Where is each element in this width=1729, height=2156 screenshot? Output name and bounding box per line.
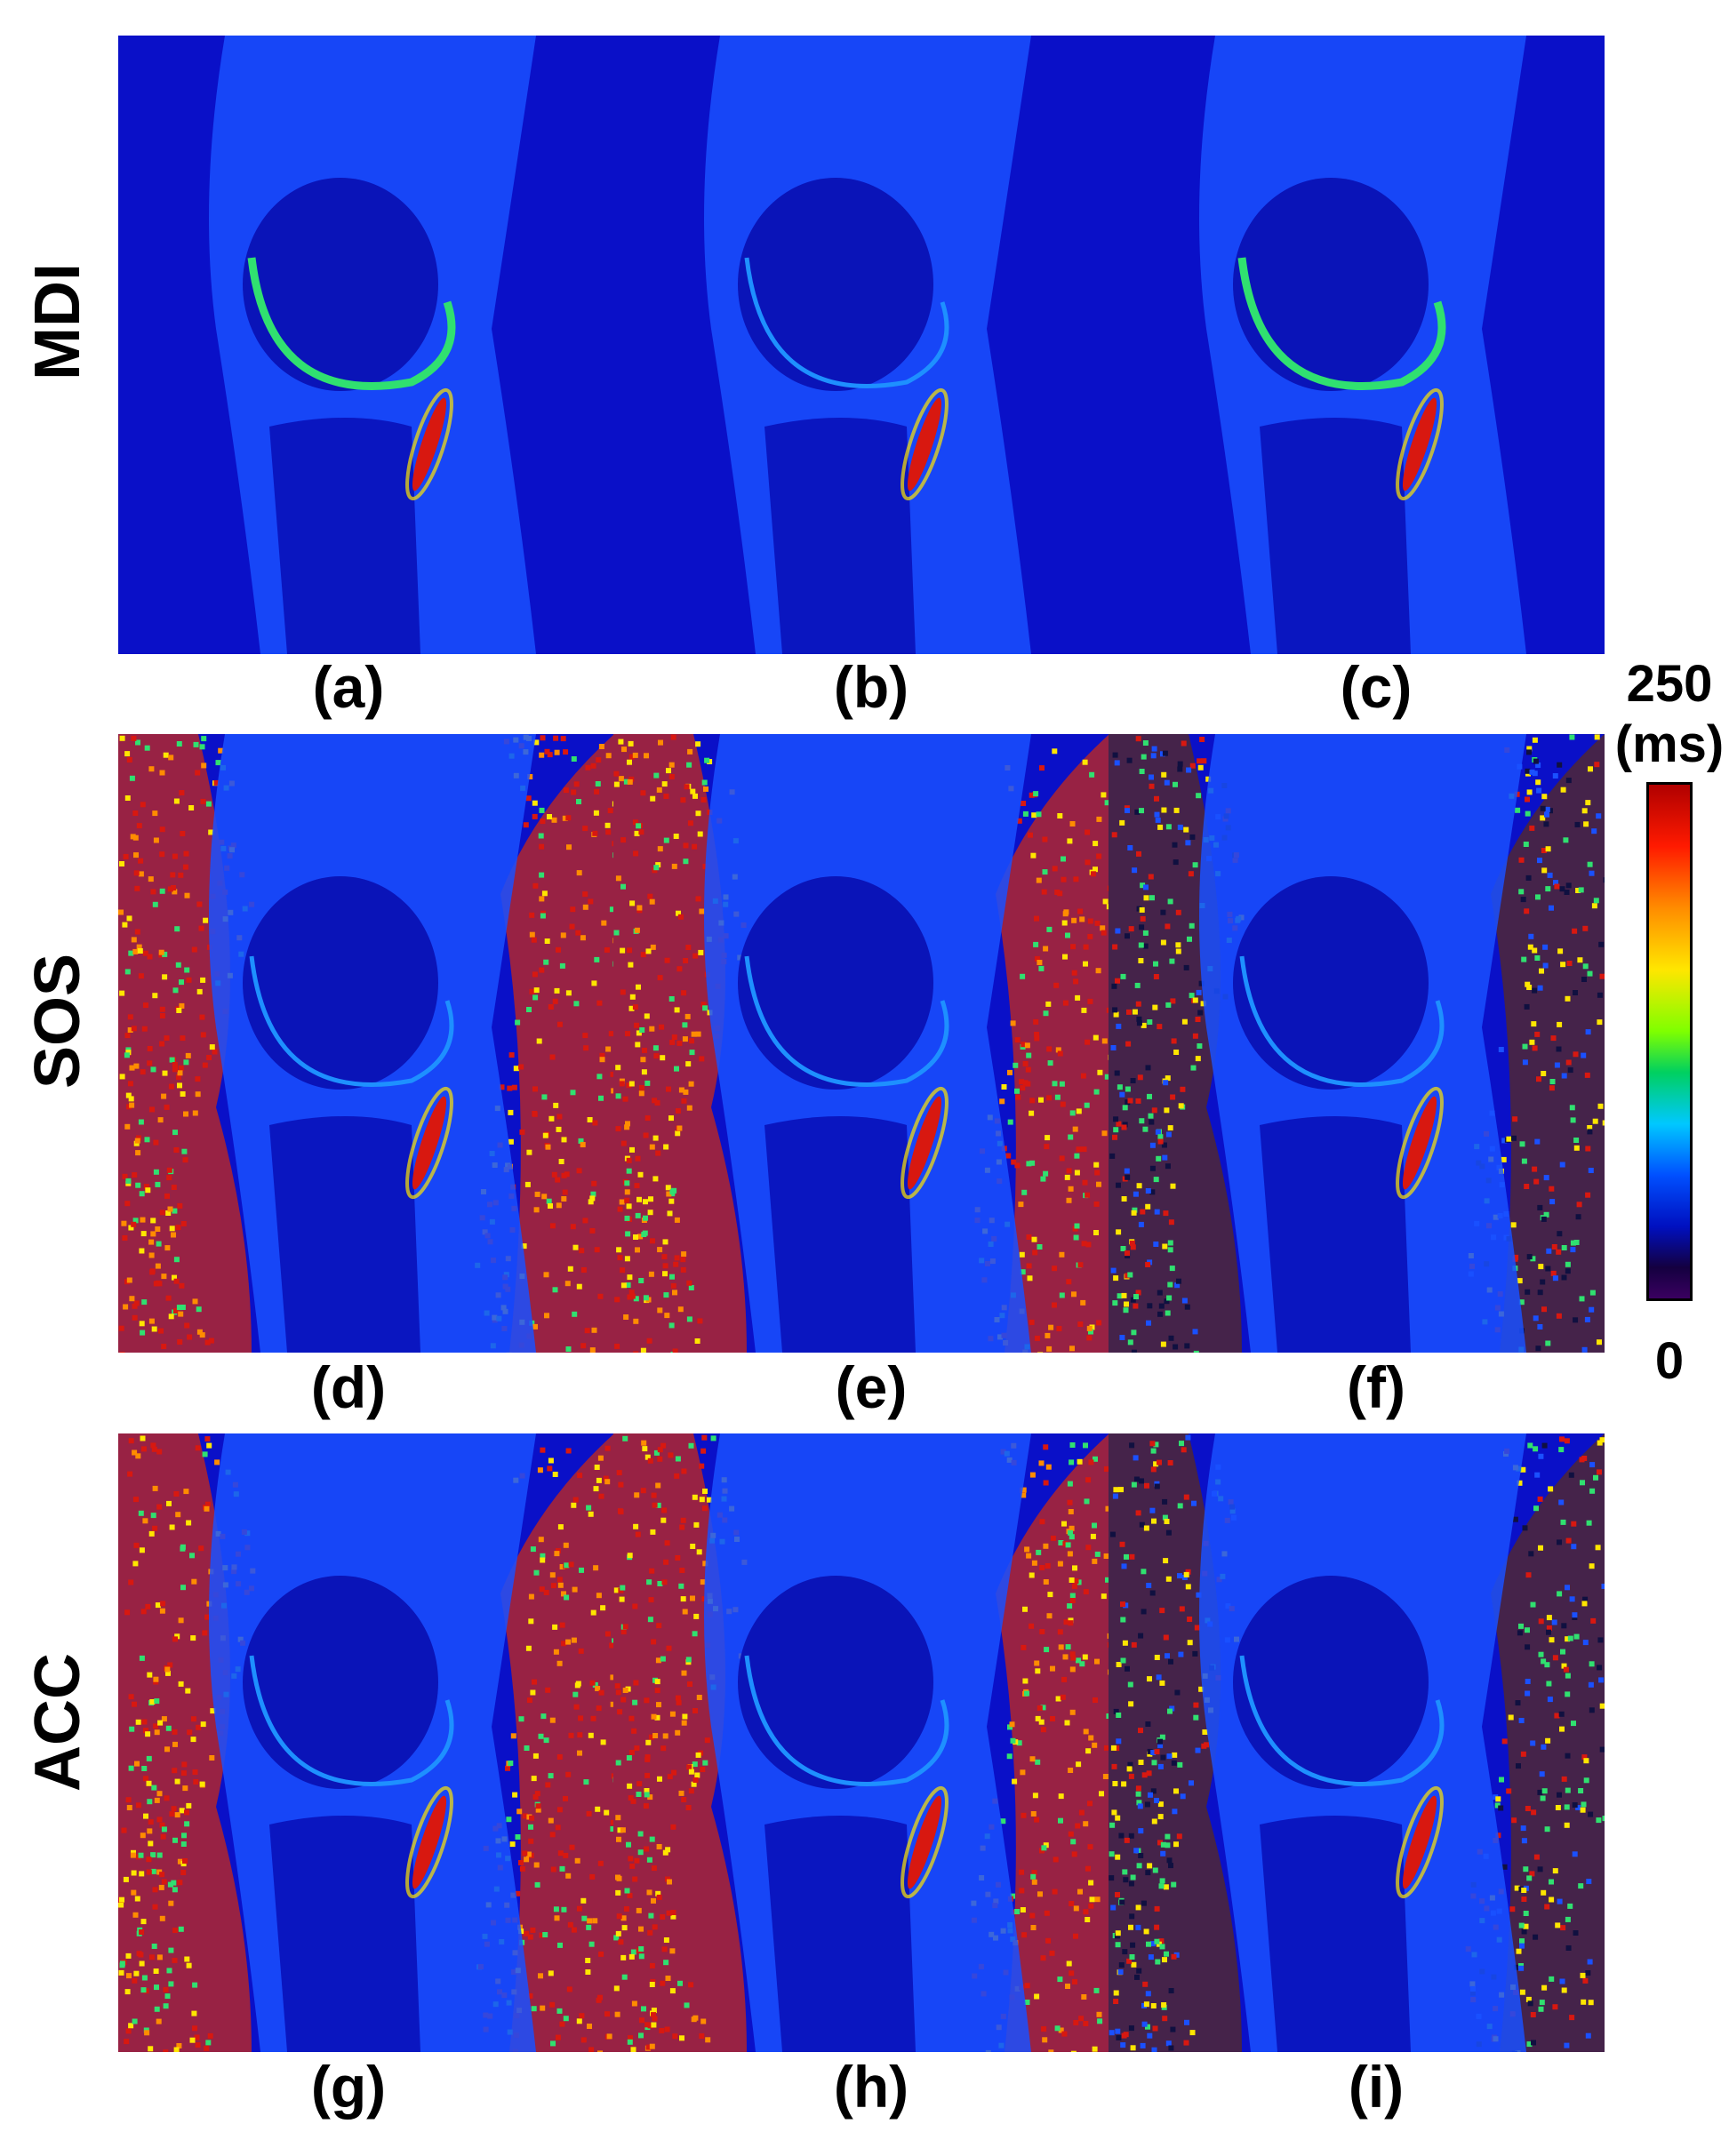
row-label-mdi: MDI — [22, 263, 93, 380]
mri-panel-e — [613, 734, 1109, 1353]
row-label-acc: ACC — [22, 1653, 93, 1792]
caption-i: (i) — [1348, 2054, 1405, 2120]
mri-panel-f — [1109, 734, 1605, 1353]
colorbar — [1646, 782, 1693, 1301]
caption-e: (e) — [835, 1354, 908, 1420]
mri-panel-c — [1109, 36, 1605, 654]
mri-panel-h — [613, 1433, 1109, 2052]
mri-panel-a — [118, 36, 614, 654]
colorbar-max-label: 250 — [1626, 655, 1713, 713]
mri-panel-i — [1109, 1433, 1605, 2052]
caption-b: (b) — [833, 654, 909, 720]
caption-c: (c) — [1340, 654, 1413, 720]
caption-h: (h) — [833, 2054, 909, 2120]
mri-panel-d — [118, 734, 614, 1353]
colorbar-unit-label: (ms) — [1614, 715, 1725, 773]
caption-a: (a) — [312, 654, 385, 720]
caption-d: (d) — [310, 1354, 387, 1420]
caption-g: (g) — [310, 2054, 387, 2120]
row-label-sos: SOS — [22, 953, 93, 1090]
colorbar-min-label: 0 — [1654, 1332, 1685, 1390]
caption-f: (f) — [1347, 1354, 1405, 1420]
mri-panel-b — [613, 36, 1109, 654]
mri-panel-g — [118, 1433, 614, 2052]
